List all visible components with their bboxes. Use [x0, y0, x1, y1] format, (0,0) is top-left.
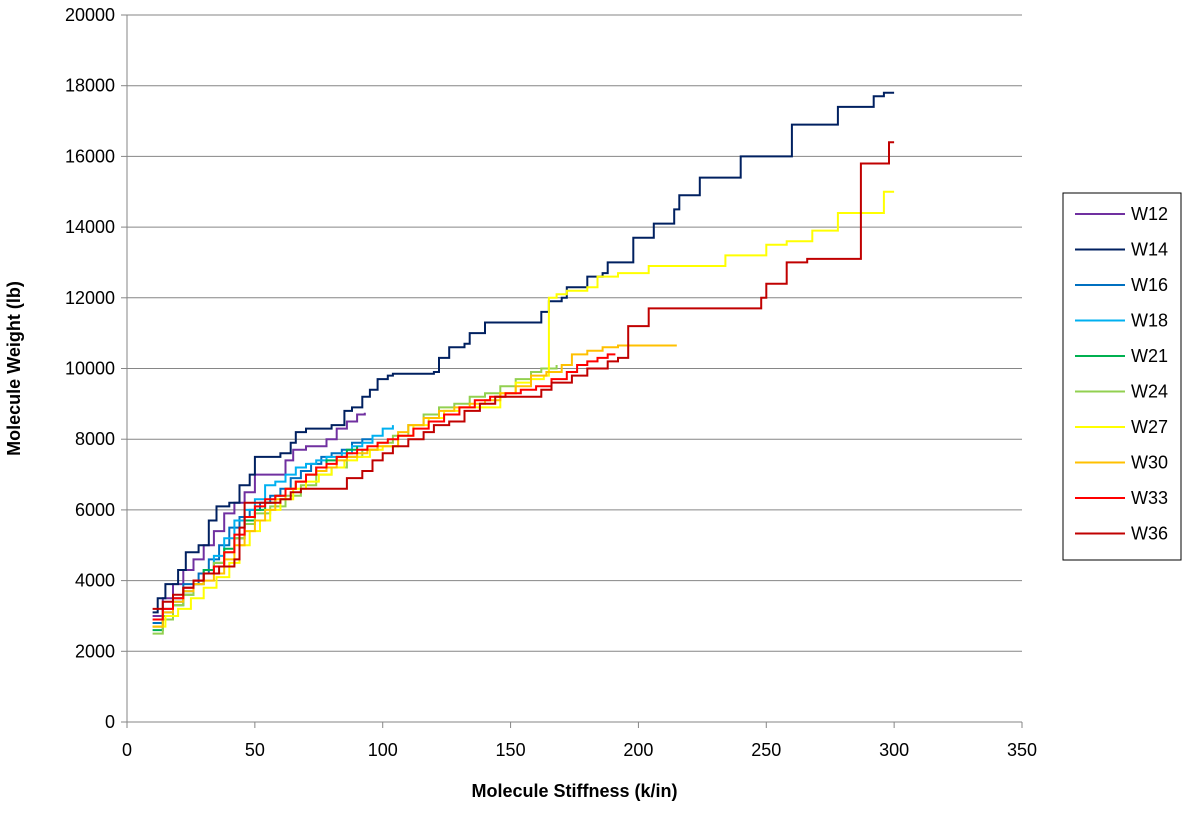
x-tick-label: 200 [623, 740, 653, 760]
x-axis-title: Molecule Stiffness (k/in) [471, 781, 677, 801]
legend-label-w24: W24 [1131, 382, 1168, 402]
y-tick-label: 6000 [75, 500, 115, 520]
x-tick-label: 300 [879, 740, 909, 760]
x-tick-label: 100 [368, 740, 398, 760]
series-line-w30 [152, 344, 677, 628]
series-line-w24 [152, 365, 558, 635]
x-tick-labels: 0 50 100 150 200 250 300 350 [122, 722, 1037, 760]
y-tick-label: 10000 [65, 359, 115, 379]
legend: W12 W14 W16 W18 W21 W24 W27 W30 W33 W36 [1062, 192, 1182, 561]
legend-label-w36: W36 [1131, 524, 1168, 544]
x-tick-label: 50 [245, 740, 265, 760]
y-tick-label: 2000 [75, 641, 115, 661]
legend-label-w21: W21 [1131, 346, 1168, 366]
series-line-w12 [152, 412, 366, 617]
x-tick-label: 250 [751, 740, 781, 760]
legend-label-w16: W16 [1131, 275, 1168, 295]
y-tick-label: 18000 [65, 76, 115, 96]
legend-label-w30: W30 [1131, 453, 1168, 473]
legend-label-w18: W18 [1131, 311, 1168, 331]
series-line-w27 [152, 190, 895, 628]
series-line-w14 [152, 91, 895, 614]
legend-label-w27: W27 [1131, 417, 1168, 437]
x-tick-label: 0 [122, 740, 132, 760]
y-tick-label: 16000 [65, 146, 115, 166]
legend-label-w12: W12 [1131, 204, 1168, 224]
series-lines [152, 91, 895, 635]
y-tick-labels: 0 2000 4000 6000 8000 10000 12000 14000 16000 180… [65, 5, 127, 732]
x-tick-label: 350 [1007, 740, 1037, 760]
series-line-w36 [152, 141, 895, 610]
y-tick-label: 20000 [65, 5, 115, 25]
y-tick-label: 4000 [75, 571, 115, 591]
y-tick-label: 0 [105, 712, 115, 732]
y-tick-label: 8000 [75, 429, 115, 449]
legend-label-w14: W14 [1131, 240, 1168, 260]
series-line-w33 [152, 353, 616, 621]
legend-label-w33: W33 [1131, 488, 1168, 508]
x-tick-label: 150 [496, 740, 526, 760]
y-tick-label: 14000 [65, 217, 115, 237]
gridlines [127, 14, 1022, 652]
y-axis-title: Molecule Weight (lb) [4, 281, 24, 456]
y-tick-label: 12000 [65, 288, 115, 308]
